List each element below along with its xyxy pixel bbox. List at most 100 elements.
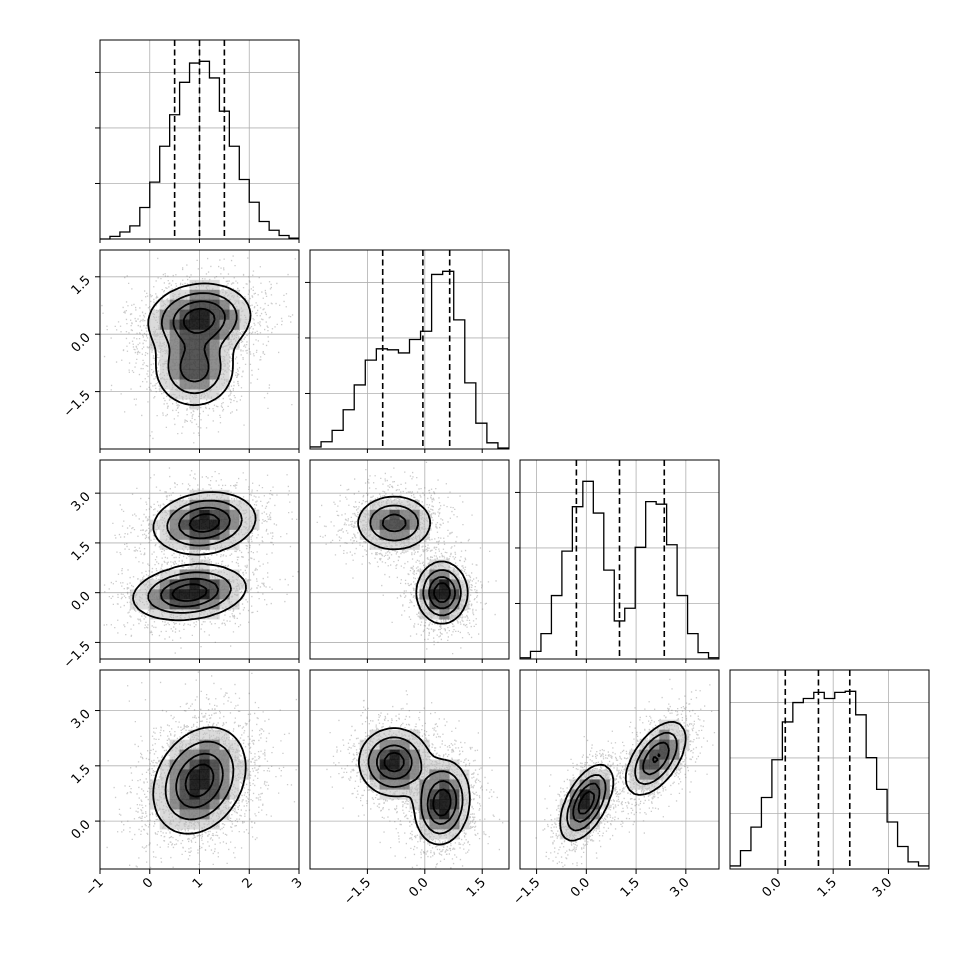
density-cell [399, 789, 410, 800]
density-cell [409, 779, 420, 790]
density-cell [389, 539, 400, 550]
pair-panel-2-3 [519, 669, 720, 870]
density-cell [219, 769, 230, 780]
density-cell [409, 769, 420, 780]
density-cell [209, 589, 220, 600]
density-cell [219, 539, 230, 550]
density-cell [359, 529, 370, 540]
density-cell [149, 599, 160, 610]
density-cell [219, 499, 230, 511]
x-tick-label-1-1: 0.0 [406, 875, 431, 900]
density-cell [369, 519, 380, 530]
density-cell [169, 329, 180, 340]
pair-3-contour-0 [152, 726, 247, 835]
hist-panel-2 [515, 459, 720, 660]
density-cell [429, 559, 440, 570]
density-cell [189, 329, 200, 340]
density-cell [239, 519, 250, 530]
density-cell [559, 829, 571, 840]
density-cell [179, 749, 190, 760]
density-cell [229, 769, 240, 780]
density-cell [159, 529, 170, 540]
density-cell [589, 779, 600, 790]
density-cell [189, 779, 200, 790]
density-cell [189, 819, 200, 830]
density-cell [209, 349, 220, 360]
density-cell [439, 819, 450, 830]
density-cell [199, 359, 210, 370]
density-cell [169, 769, 180, 780]
density-cell [229, 329, 240, 340]
density-cell [589, 799, 600, 810]
density-cell [239, 509, 250, 520]
density-cell [669, 719, 680, 730]
density-cell [429, 799, 440, 810]
density-cell [579, 779, 590, 790]
density-cell [199, 769, 210, 780]
density-cell [189, 389, 200, 400]
density-cell [679, 729, 690, 740]
density-cell [209, 769, 220, 780]
density-cell [179, 359, 190, 370]
density-cell [199, 729, 210, 740]
density-cell [159, 769, 170, 780]
density-cell [379, 539, 390, 550]
density-cell [449, 759, 460, 770]
density-cell [419, 589, 430, 600]
density-cell [409, 759, 420, 770]
density-cell [199, 289, 210, 301]
pair-4-contour-1 [367, 736, 464, 835]
y-tick-label-2-2: 1.5 [69, 539, 94, 564]
density-cell [219, 579, 230, 590]
density-cell [189, 319, 200, 330]
x-tick-label-3-0: 0.0 [760, 875, 785, 900]
density-cell [179, 539, 190, 550]
density-cell [189, 789, 200, 800]
density-cell [159, 609, 170, 620]
density-cell [429, 759, 440, 770]
density-cell [169, 609, 180, 620]
pair-2-points [316, 461, 497, 655]
density-cell [449, 579, 460, 590]
density-cell [429, 569, 440, 580]
pair-panel-0-3 [99, 669, 300, 870]
pair-0-contour-2 [172, 300, 226, 383]
density-cell [209, 369, 220, 380]
density-cell [399, 539, 410, 550]
density-cell [189, 339, 200, 350]
density-cell [169, 369, 180, 380]
density-cell [629, 749, 640, 760]
density-cell [219, 599, 230, 610]
density-cell [439, 789, 450, 800]
density-cell [199, 379, 210, 390]
pair-0-contour-1 [160, 292, 238, 395]
density-cell [179, 289, 190, 301]
x-tick-label-2-0: −1.5 [510, 875, 543, 908]
density-cell [169, 359, 180, 370]
density-cell [399, 749, 410, 760]
density-cell [649, 769, 660, 780]
density-cell [449, 769, 460, 780]
density-cell [389, 729, 400, 740]
density-cell [189, 349, 200, 360]
x-tick-label-0-4: 3 [289, 875, 305, 891]
density-cell [149, 519, 160, 530]
density-cell [439, 559, 450, 570]
density-cell [239, 499, 250, 511]
density-cell [159, 779, 170, 790]
density-cell [169, 509, 180, 520]
pair-1-contour-1 [147, 499, 243, 614]
density-cell [219, 779, 230, 790]
density-cell [429, 819, 440, 830]
y-tick-label-3-0: 0.0 [69, 817, 94, 842]
density-cell [189, 609, 200, 620]
density-cell [229, 739, 240, 750]
density-cell [459, 799, 470, 810]
density-cell [219, 789, 230, 800]
pair-3-contour-1 [164, 740, 235, 821]
density-cell [229, 289, 240, 301]
pair-4-contour-0 [358, 727, 471, 846]
density-cell [189, 799, 200, 810]
density-cell [179, 599, 190, 610]
density-cell [399, 509, 410, 520]
